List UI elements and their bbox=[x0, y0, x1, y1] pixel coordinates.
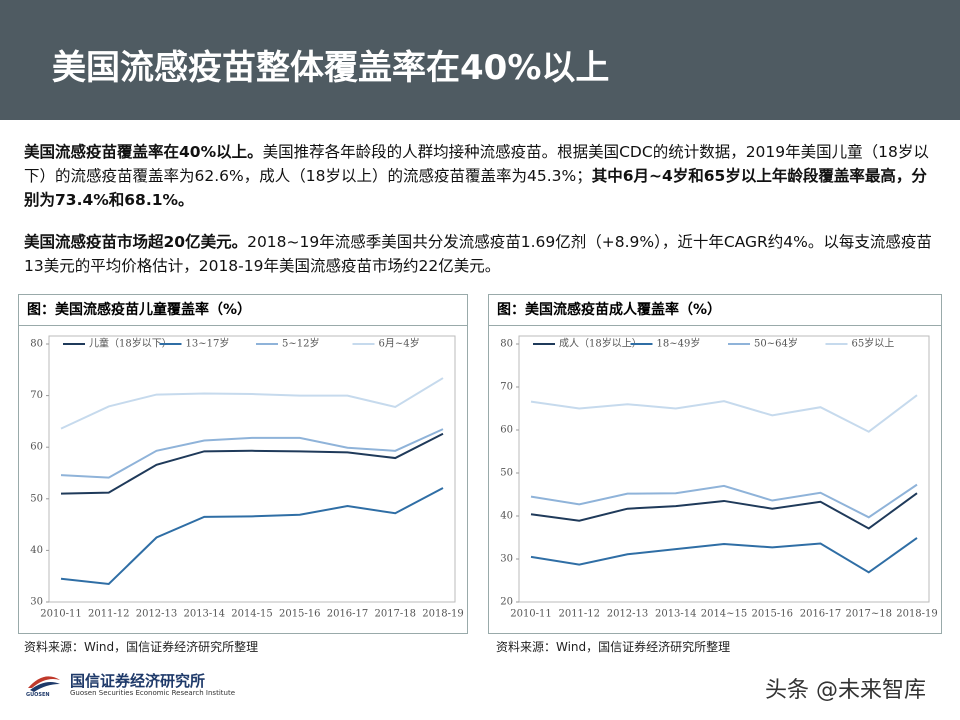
chart-panel: 图：美国流感疫苗成人覆盖率（%） 20 30 40 50 60 70 80 2010-11 20… bbox=[488, 294, 942, 634]
legend-label: 13~17岁 bbox=[186, 337, 230, 350]
legend-label: 18~49岁 bbox=[657, 337, 701, 350]
x-tick-label: 2010-11 bbox=[510, 609, 552, 620]
y-tick-label: 60 bbox=[30, 442, 43, 453]
y-tick-label: 30 bbox=[500, 554, 513, 565]
chart-title: 图：美国流感疫苗成人覆盖率（%） bbox=[489, 295, 941, 326]
x-tick-label: 2012-13 bbox=[607, 609, 649, 620]
chart: 30 40 50 60 70 80 2010-11 2011-12 2012-13 2013-14… bbox=[30, 335, 464, 620]
y-tick-label: 80 bbox=[500, 339, 513, 350]
paragraph: 美国流感疫苗市场超20亿美元。2018~19年流感季美国共分发流感疫苗1.69亿… bbox=[24, 230, 936, 278]
legend-label: 儿童（18岁以下） bbox=[89, 337, 172, 350]
legend-label: 50~64岁 bbox=[754, 337, 798, 350]
org-name: 国信证券经济研究所 bbox=[70, 672, 206, 690]
chart-panel: 图：美国流感疫苗儿童覆盖率（%） 30 40 50 60 70 80 2010-11 2011… bbox=[18, 294, 468, 634]
series-line bbox=[530, 492, 918, 530]
x-tick-label: 2013-14 bbox=[655, 609, 697, 620]
logo-text: GUOSEN bbox=[26, 692, 50, 698]
title: 美国流感疫苗整体覆盖率在40%以上 bbox=[52, 48, 610, 88]
y-tick-label: 40 bbox=[500, 511, 513, 522]
x-tick-label: 2014-15 bbox=[231, 609, 273, 620]
series-line bbox=[60, 432, 444, 495]
x-tick-label: 2014~15 bbox=[701, 609, 748, 620]
x-tick-label: 2011-12 bbox=[88, 609, 130, 620]
y-tick-label: 60 bbox=[500, 425, 513, 436]
series-line bbox=[530, 483, 918, 519]
plot-frame bbox=[48, 335, 456, 603]
x-tick-label: 2016-17 bbox=[327, 609, 369, 620]
y-tick-label: 80 bbox=[30, 339, 43, 350]
y-tick-label: 40 bbox=[30, 545, 43, 556]
y-tick-label: 70 bbox=[30, 390, 43, 401]
plot-frame bbox=[518, 335, 930, 603]
source: 资料来源：Wind，国信证券经济研究所整理 bbox=[24, 640, 259, 654]
x-tick-label: 2010-11 bbox=[40, 609, 82, 620]
series-line bbox=[530, 537, 918, 574]
legend-label: 成人（18岁以上） bbox=[559, 337, 642, 350]
x-tick-label: 2012-13 bbox=[136, 609, 178, 620]
y-tick-label: 30 bbox=[30, 597, 43, 608]
series-line bbox=[530, 394, 918, 433]
text-run: 美国推荐各年龄段的人群均接种流感疫苗。根据美国CDC的统计数据，2019年美国儿… bbox=[24, 143, 929, 185]
series-line bbox=[60, 487, 444, 585]
text-run: 美国流感疫苗覆盖率在40%以上。 bbox=[24, 143, 263, 161]
legend-label: 5~12岁 bbox=[282, 337, 319, 350]
org-name-en: Guosen Securities Economic Research Inst… bbox=[70, 689, 235, 697]
chart: 20 30 40 50 60 70 80 2010-11 2011-12 2012-13 2013-… bbox=[500, 335, 938, 620]
source: 资料来源：Wind，国信证券经济研究所整理 bbox=[496, 640, 731, 654]
x-tick-label: 2011-12 bbox=[558, 609, 600, 620]
x-tick-label: 2016-17 bbox=[800, 609, 842, 620]
x-tick-label: 2018-19 bbox=[422, 609, 464, 620]
y-tick-label: 50 bbox=[500, 468, 513, 479]
legend-label: 65岁以上 bbox=[852, 337, 895, 350]
x-tick-label: 2015-16 bbox=[751, 609, 793, 620]
x-tick-label: 2017-18 bbox=[374, 609, 416, 620]
x-tick-label: 2013-14 bbox=[183, 609, 225, 620]
chart-title: 图：美国流感疫苗儿童覆盖率（%） bbox=[19, 295, 467, 326]
watermark: 头条 @未来智库 bbox=[765, 678, 926, 703]
paragraph: 美国流感疫苗覆盖率在40%以上。美国推荐各年龄段的人群均接种流感疫苗。根据美国C… bbox=[24, 140, 936, 212]
y-tick-label: 50 bbox=[30, 493, 43, 504]
legend-label: 6月~4岁 bbox=[379, 337, 420, 350]
text-run: 2018~19年流感季美国共分发流感疫苗1.69亿剂（+8.9%），近十年CAG… bbox=[24, 233, 932, 275]
x-tick-label: 2018-19 bbox=[896, 609, 938, 620]
text-run: 美国流感疫苗市场超20亿美元。 bbox=[24, 233, 248, 251]
series-line bbox=[60, 377, 444, 430]
x-tick-label: 2015-16 bbox=[279, 609, 321, 620]
series-line bbox=[60, 428, 444, 479]
y-tick-label: 70 bbox=[500, 382, 513, 393]
header: 美国流感疫苗整体覆盖率在40%以上 bbox=[0, 0, 960, 120]
logo-icon bbox=[28, 676, 60, 692]
text-run: 其中6月~4岁和65岁以上年龄段覆盖率最高，分别为73.4%和68.1%。 bbox=[24, 167, 927, 209]
x-tick-label: 2017~18 bbox=[845, 609, 892, 620]
y-tick-label: 20 bbox=[500, 597, 513, 608]
